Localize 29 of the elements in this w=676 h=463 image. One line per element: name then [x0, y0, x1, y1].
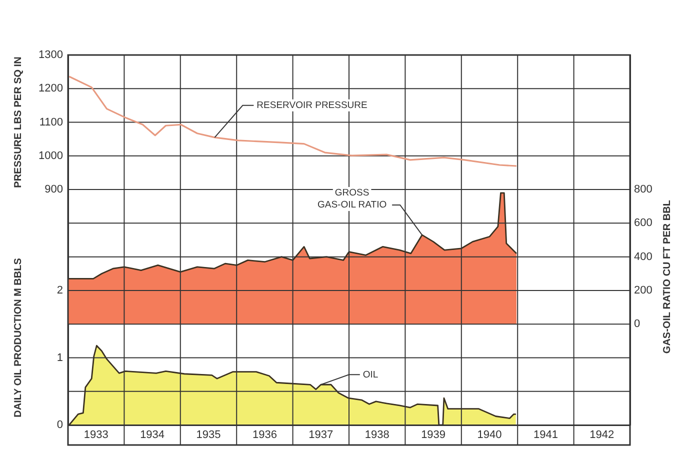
y3-tick-label: 1 — [56, 352, 63, 364]
annotation: GROSS GAS-OIL RATIO — [317, 188, 387, 211]
y3-tick-label: 0 — [56, 419, 63, 432]
x-tick-label: 1934 — [140, 429, 165, 442]
x-tick-label: 1938 — [364, 429, 390, 442]
x-tick-label: 1935 — [196, 429, 221, 442]
y2-axis-title: GAS-OIL RATIO CU FT PER BBL — [662, 200, 673, 354]
y-tick-label: 900 — [44, 184, 63, 196]
annotation: RESERVOIR PRESSURE — [256, 100, 368, 112]
x-tick-label: 1942 — [590, 429, 614, 442]
y-axis-title: PRESSURE LBS PER SQ IN — [12, 56, 24, 188]
y2-tick-label: 800 — [634, 184, 652, 196]
y-tick-label: 1100 — [39, 116, 63, 128]
y-tick-label: 1000 — [38, 150, 63, 162]
y2-tick-label: 0 — [634, 318, 640, 330]
annotation: OIL — [362, 369, 378, 380]
x-tick-label: 1939 — [421, 429, 446, 442]
x-tick-label: 1936 — [252, 429, 277, 442]
x-tick-label: 1941 — [533, 429, 558, 442]
y-tick-label: 1300 — [38, 49, 63, 62]
y-tick-label: 1200 — [38, 82, 63, 95]
y3-tick-label: 2 — [56, 284, 63, 296]
y2-tick-label: 400 — [634, 250, 652, 263]
x-tick-label: 1937 — [308, 429, 334, 442]
y3-axis-title: DAILY OIL PRODUCTION M BBLS — [12, 258, 24, 418]
x-tick-label: 1940 — [477, 429, 502, 442]
x-tick-label: 1933 — [84, 429, 108, 442]
y2-tick-label: 600 — [634, 217, 652, 230]
y2-tick-label: 200 — [634, 284, 652, 296]
